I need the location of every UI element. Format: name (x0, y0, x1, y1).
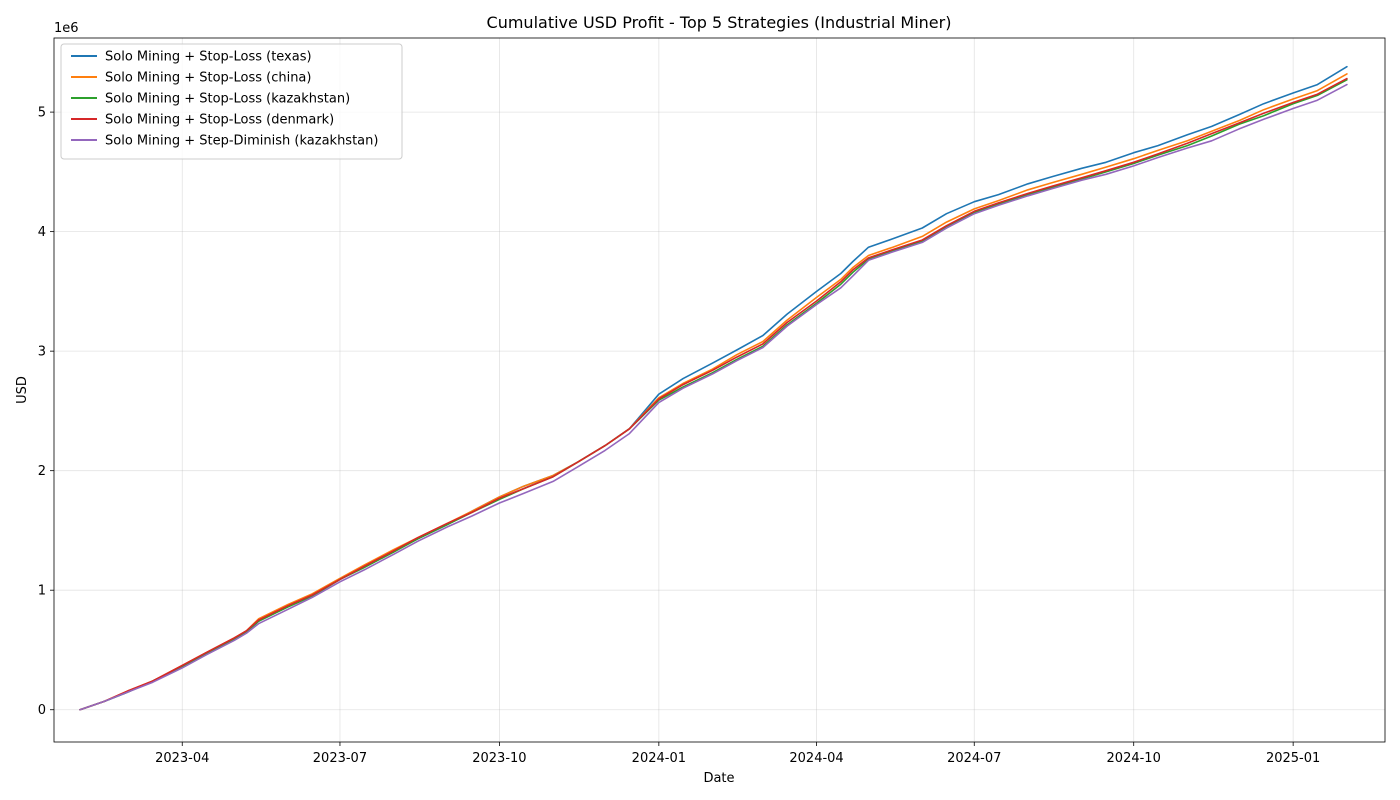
x-tick-label: 2023-04 (155, 751, 209, 766)
legend-entry: Solo Mining + Step-Diminish (kazakhstan) (105, 134, 378, 149)
legend-entry: Solo Mining + Stop-Loss (china) (105, 71, 311, 86)
legend: Solo Mining + Stop-Loss (texas) Solo Mini… (60, 43, 403, 160)
x-tick-label: 2024-04 (789, 751, 843, 766)
grid (54, 38, 1385, 742)
y-tick-label: 4 (38, 225, 46, 240)
x-tick-label: 2025-01 (1266, 751, 1320, 766)
x-tick-label: 2023-10 (472, 751, 526, 766)
series-line-2 (79, 73, 1348, 711)
x-tick-label: 2024-10 (1107, 751, 1161, 766)
y-axis-label: USD (15, 376, 30, 404)
series-line-4 (79, 77, 1348, 711)
y-tick-label: 0 (38, 703, 46, 718)
x-tick-label: 2024-07 (947, 751, 1001, 766)
x-tick-label: 2024-01 (632, 751, 686, 766)
y-tick-label: 1 (38, 584, 46, 599)
y-axis: 0 1 2 3 4 5 (38, 106, 54, 718)
y-tick-label: 5 (38, 106, 46, 121)
legend-box (60, 43, 403, 160)
series-line-5 (79, 83, 1348, 711)
x-tick-label: 2023-07 (313, 751, 367, 766)
plot-frame (53, 37, 1386, 743)
series-group (79, 65, 1348, 711)
legend-entry: Solo Mining + Stop-Loss (texas) (105, 50, 312, 65)
legend-entry: Solo Mining + Stop-Loss (kazakhstan) (105, 92, 350, 107)
y-tick-label: 2 (38, 464, 46, 479)
legend-entry: Solo Mining + Stop-Loss (denmark) (105, 113, 334, 128)
x-axis: 2023-04 2023-07 2023-10 2024-01 2024-04 2024-… (155, 742, 1320, 766)
series-line-3 (79, 79, 1348, 711)
chart-title: Cumulative USD Profit - Top 5 Strategies… (487, 13, 952, 32)
x-axis-label: Date (703, 771, 734, 786)
y-offset-label: 1e6 (54, 21, 79, 36)
y-tick-label: 3 (38, 345, 46, 360)
